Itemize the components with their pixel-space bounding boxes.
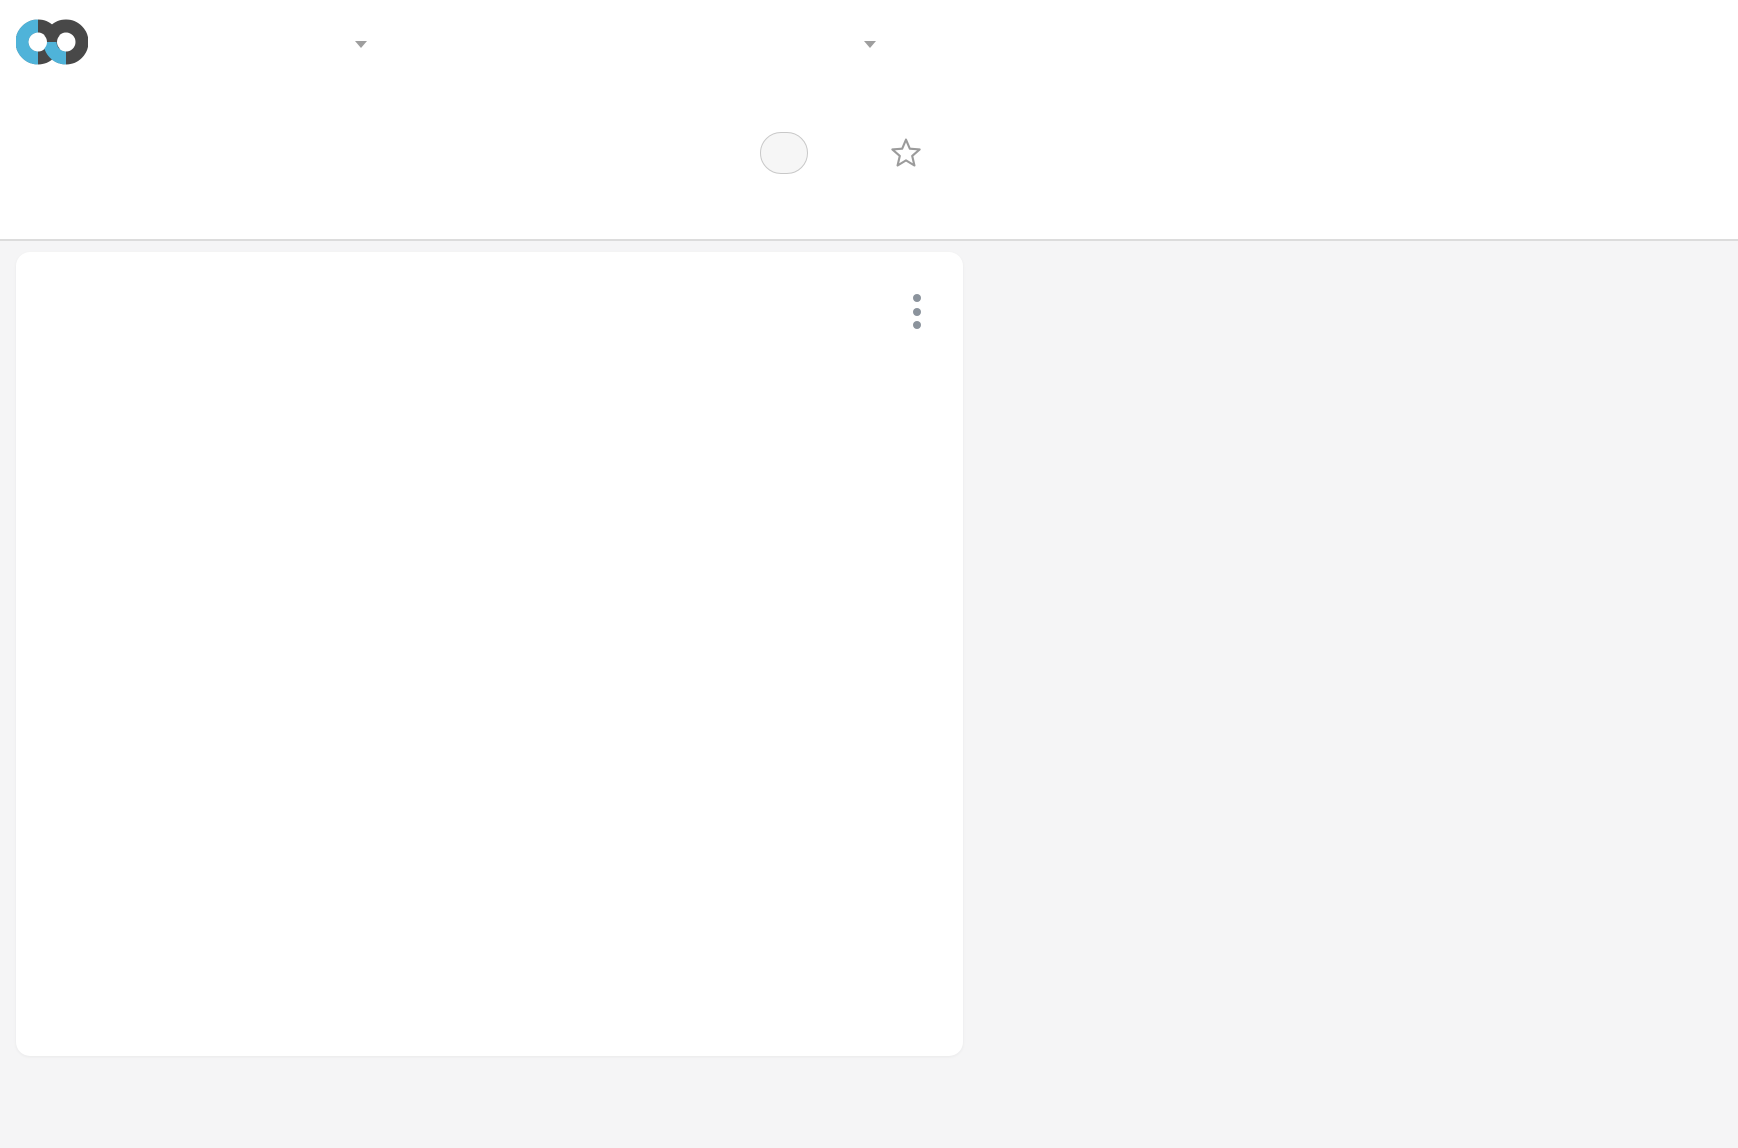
superset-logo-icon[interactable] [16,13,88,71]
favorite-star-icon[interactable] [890,137,922,169]
status-badge [760,132,808,174]
chevron-down-icon [355,41,367,48]
chart-card [16,252,963,1056]
chevron-down-icon [864,41,876,48]
header-divider [0,239,1738,241]
chart-options-kebab-icon[interactable] [905,290,929,336]
top-navbar [0,0,1738,88]
